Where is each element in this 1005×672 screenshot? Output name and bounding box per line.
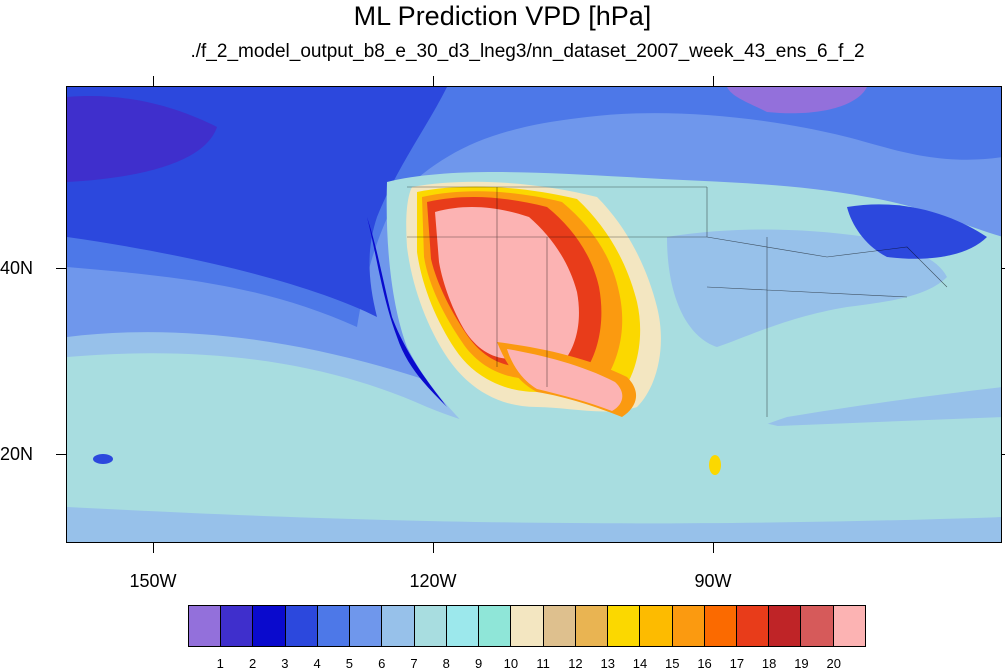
vpd-colorbar bbox=[188, 605, 866, 647]
plot-subtitle: ./f_2_model_output_b8_e_30_d3_lneg3/nn_d… bbox=[190, 41, 865, 62]
colorbar-swatch bbox=[672, 606, 705, 646]
colorbar-swatch bbox=[704, 606, 737, 646]
colorbar-label: 10 bbox=[503, 656, 519, 671]
colorbar-label: 18 bbox=[761, 656, 777, 671]
lon-tick bbox=[713, 76, 714, 86]
lat-tick bbox=[1002, 268, 1005, 269]
lon-tick bbox=[433, 543, 434, 553]
colorbar-label: 5 bbox=[345, 656, 354, 671]
colorbar-swatch bbox=[736, 606, 770, 646]
colorbar-swatch bbox=[446, 606, 480, 646]
lat-label-40n: 40N bbox=[0, 258, 34, 278]
lat-tick bbox=[1002, 454, 1005, 455]
colorbar-label: 9 bbox=[474, 656, 483, 671]
colorbar-label: 17 bbox=[729, 656, 745, 671]
colorbar-label: 2 bbox=[248, 656, 257, 671]
colorbar-label: 16 bbox=[697, 656, 712, 671]
lon-label-150w: 150W bbox=[129, 571, 177, 591]
lon-label-120w: 120W bbox=[409, 571, 457, 591]
colorbar-swatch bbox=[382, 606, 415, 646]
lat-label-20n: 20N bbox=[0, 444, 34, 464]
colorbar-label: 1 bbox=[216, 656, 224, 671]
colorbar-swatch bbox=[801, 606, 834, 646]
colorbar-label: 11 bbox=[536, 656, 550, 671]
colorbar-label: 3 bbox=[281, 656, 289, 671]
colorbar-label: 14 bbox=[632, 656, 648, 671]
colorbar-label: 4 bbox=[313, 656, 321, 671]
lon-tick bbox=[153, 76, 154, 86]
lon-tick bbox=[433, 76, 434, 86]
colorbar-label: 6 bbox=[378, 656, 386, 671]
colorbar-swatch bbox=[479, 606, 512, 646]
colorbar-swatch bbox=[221, 606, 254, 646]
colorbar-swatch bbox=[543, 606, 576, 646]
colorbar-swatch bbox=[189, 606, 222, 646]
colorbar-label: 8 bbox=[442, 656, 450, 671]
vpd-map bbox=[66, 86, 1002, 543]
colorbar-label: 13 bbox=[600, 656, 615, 671]
colorbar-swatch bbox=[575, 606, 609, 646]
colorbar-label: 15 bbox=[665, 656, 680, 671]
colorbar-label: 20 bbox=[826, 656, 841, 671]
lat-tick bbox=[56, 268, 66, 269]
colorbar-swatch bbox=[253, 606, 286, 646]
colorbar-label: 19 bbox=[794, 656, 809, 671]
lon-tick bbox=[153, 543, 154, 553]
colorbar-swatch bbox=[608, 606, 641, 646]
colorbar-swatch bbox=[833, 606, 865, 646]
lon-tick bbox=[713, 543, 714, 553]
colorbar-label: 7 bbox=[410, 656, 418, 671]
vpd-contour-field bbox=[67, 87, 1001, 542]
colorbar-swatch bbox=[317, 606, 351, 646]
colorbar-swatch bbox=[769, 606, 802, 646]
colorbar-label: 12 bbox=[568, 656, 583, 671]
colorbar-swatch bbox=[285, 606, 318, 646]
lon-label-90w: 90W bbox=[694, 571, 732, 591]
colorbar-swatch bbox=[414, 606, 447, 646]
lat-tick bbox=[56, 454, 66, 455]
colorbar-swatch bbox=[350, 606, 383, 646]
plot-title: ML Prediction VPD [hPa] bbox=[353, 1, 652, 31]
colorbar-swatch bbox=[640, 606, 673, 646]
colorbar-swatch bbox=[511, 606, 544, 646]
